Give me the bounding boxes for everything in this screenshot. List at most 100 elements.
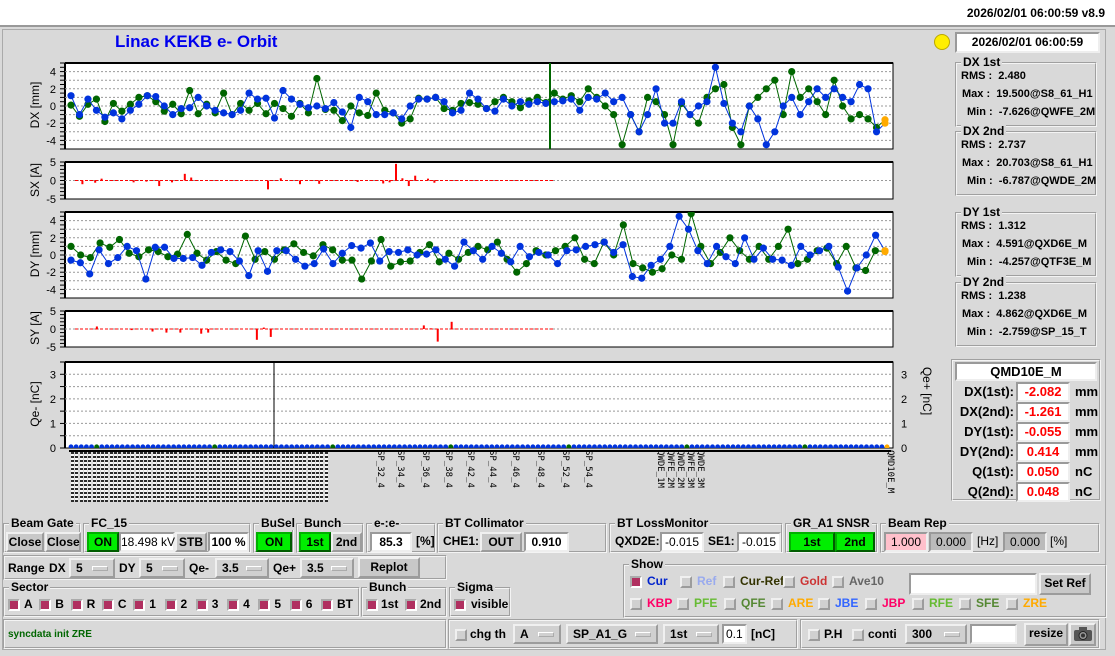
fc15-on-button[interactable]: ON [87,532,119,552]
steering-bar [429,328,432,329]
se1-value: -0.015 [737,532,781,552]
charge-point [828,444,833,448]
show-cur-checkbox[interactable] [630,576,642,588]
charge-point [458,444,464,448]
chg-bunch-select[interactable]: 1st [663,624,719,644]
range-dy-select[interactable]: 5 [139,558,185,578]
show-ref-checkbox[interactable] [680,576,692,588]
sector-a-checkbox[interactable] [8,599,20,611]
stats-title: DX 1st [961,55,1003,69]
show-are-checkbox[interactable] [771,598,783,610]
show-zre-checkbox[interactable] [1006,598,1018,610]
sector-r-checkbox[interactable] [70,599,83,611]
fc15-stb-button[interactable]: STB [175,532,207,552]
first-bunch-point [627,111,635,119]
x-tick-label: SP_48_4 [535,450,545,488]
sector-b-checkbox[interactable] [39,599,52,611]
busel-on-button[interactable]: ON [256,532,292,552]
show-jbp-checkbox[interactable] [865,598,877,610]
gr-1st-button[interactable]: 1st [789,532,835,552]
first-bunch-point [542,99,550,108]
sector-5-checkbox[interactable] [258,599,271,611]
count-select[interactable]: 300 [905,624,967,644]
beam-gate-close-2-button[interactable]: Close [45,532,81,552]
x-tick-label: SP_54_4 [583,450,593,488]
first-bunch-point [491,107,499,115]
se1-label: SE1: [708,534,735,548]
show-sfe-checkbox[interactable] [959,598,971,610]
fc15-title: FC_15 [89,516,130,530]
second-bunch-point [629,260,637,268]
chg-threshold-input[interactable]: 0.1 [722,624,747,644]
che1-state[interactable]: OUT [480,532,522,552]
x-tick-label-dense [208,452,212,502]
charge-point [243,444,248,448]
second-bunch-point [794,260,802,268]
first-bunch-point [660,119,669,127]
busel-title: BuSel [259,516,298,530]
first-bunch-point [815,247,824,255]
bunch-2nd-button[interactable]: 2nd [331,532,362,552]
show-jbe-checkbox[interactable] [818,598,830,610]
steering-bar [279,178,282,181]
chg-th-checkbox[interactable] [455,629,467,641]
second-bunch-point [762,85,770,93]
sector-3-checkbox[interactable] [195,599,208,611]
ph-checkbox[interactable] [808,629,820,641]
ref-input[interactable] [909,573,1037,595]
first-bunch-point [357,244,365,252]
first-bunch-point [422,250,431,258]
first-bunch-point [338,249,346,257]
charge-point [191,444,197,448]
ph-label: P.H [824,627,843,641]
range-dx-select[interactable]: 5 [69,558,115,578]
show-rfe-checkbox[interactable] [912,598,924,610]
sigma-visible-checkbox[interactable] [454,599,466,611]
bunch-1st-button[interactable]: 1st [299,532,331,552]
chg-monitor-select[interactable]: SP_A1_G [566,624,658,644]
range-qm-select[interactable]: 3.5 [215,558,269,578]
stat-min-value: -2.759@SP_15_T [998,326,1087,338]
sector-2-checkbox[interactable] [164,599,177,611]
charge-point [699,444,705,448]
range-qp-select[interactable]: 3.5 [300,558,354,578]
second-bunch-point [737,141,745,149]
charge-point [89,444,94,448]
gr-2nd-button[interactable]: 2nd [835,532,875,552]
show-label: ARE [788,596,814,610]
camera-button[interactable] [1069,623,1096,646]
second-bunch-point [720,80,728,89]
show-qfe-checkbox[interactable] [724,598,736,610]
chg-sector-select[interactable]: A [513,624,561,644]
sector-4-checkbox[interactable] [227,599,240,611]
first-bunch-point [618,93,626,101]
stat-min-label: Min : [967,106,993,118]
show-kbp-checkbox[interactable] [630,598,642,610]
sector-1-checkbox[interactable] [133,599,146,611]
show-cur-ref-checkbox[interactable] [723,576,735,588]
charge-point [710,444,715,448]
replot-button[interactable]: Replot [358,557,420,578]
sector-bt-checkbox[interactable] [321,599,333,611]
monitor-value: 0.048 [1016,482,1070,502]
set-ref-button[interactable]: Set Ref [1039,573,1091,595]
first-bunch-point [864,85,872,93]
resize-button[interactable]: resize [1024,623,1068,646]
ph-input[interactable] [970,624,1017,644]
sector-c-checkbox[interactable] [101,599,114,611]
show-ave10-checkbox[interactable] [832,576,844,588]
bunch-2nd-checkbox[interactable] [405,599,417,611]
conti-checkbox[interactable] [852,629,864,641]
bunch-1st-checkbox[interactable] [366,599,378,611]
monitor-row: DY(1st): -0.055 mm [953,422,1101,442]
x-tick-label-dense [135,452,139,502]
second-bunch-point [813,98,821,106]
sector-group: Sector A B R C 1 2 3 4 5 6 BT [3,580,360,617]
show-gold-checkbox[interactable] [783,576,795,588]
first-bunch-point [177,104,185,113]
sector-6-checkbox[interactable] [289,599,302,611]
beam-gate-close-1-button[interactable]: Close [6,532,44,552]
show-pfe-checkbox[interactable] [677,598,689,610]
steering-bar [436,329,439,342]
show-label: JBE [835,596,859,610]
